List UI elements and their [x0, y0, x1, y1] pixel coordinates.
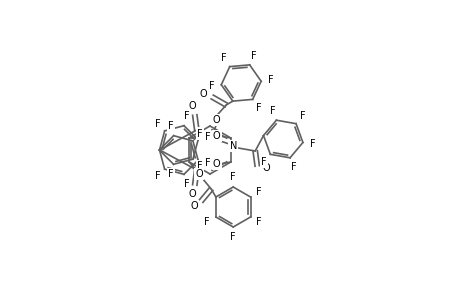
Text: F: F: [290, 162, 296, 172]
Text: F: F: [183, 111, 189, 121]
Text: O: O: [213, 131, 220, 141]
Text: F: F: [168, 169, 174, 179]
Text: F: F: [251, 51, 256, 61]
Text: F: F: [230, 172, 235, 182]
Text: O: O: [189, 189, 196, 199]
Text: F: F: [205, 132, 210, 142]
Text: F: F: [204, 217, 210, 227]
Text: F: F: [269, 106, 275, 116]
Text: F: F: [221, 53, 226, 63]
Text: O: O: [199, 89, 207, 99]
Text: F: F: [256, 217, 262, 227]
Text: O: O: [189, 101, 196, 111]
Text: F: F: [197, 161, 202, 171]
Text: F: F: [208, 81, 214, 91]
Text: F: F: [168, 121, 174, 131]
Text: F: F: [299, 111, 305, 121]
Text: F: F: [261, 157, 266, 167]
Text: F: F: [154, 171, 160, 181]
Text: O: O: [213, 159, 220, 169]
Text: F: F: [309, 139, 315, 149]
Text: O: O: [262, 163, 269, 173]
Text: O: O: [212, 115, 219, 125]
Text: F: F: [205, 158, 210, 168]
Text: F: F: [256, 187, 262, 197]
Text: F: F: [154, 119, 160, 129]
Text: F: F: [183, 179, 189, 189]
Text: O: O: [190, 201, 197, 211]
Text: F: F: [255, 103, 261, 112]
Text: N: N: [229, 141, 236, 151]
Text: F: F: [197, 129, 202, 139]
Text: F: F: [268, 75, 273, 85]
Text: O: O: [195, 169, 202, 179]
Text: F: F: [230, 232, 235, 242]
